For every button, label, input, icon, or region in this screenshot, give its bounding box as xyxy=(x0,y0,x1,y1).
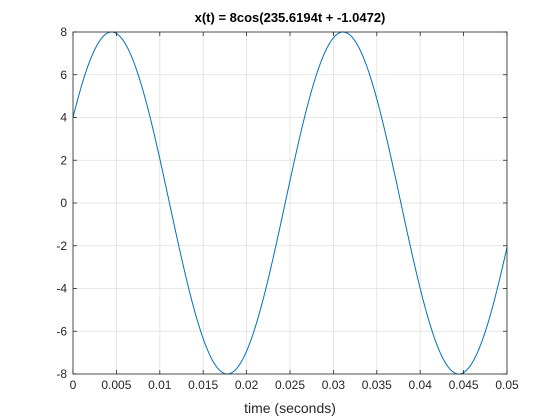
x-tick-label: 0.005 xyxy=(101,378,131,392)
x-tick-label: 0.01 xyxy=(148,378,172,392)
series-line xyxy=(72,31,508,375)
x-tick-label: 0.03 xyxy=(322,378,346,392)
x-tick-label: 0.02 xyxy=(235,378,259,392)
chart-title: x(t) = 8cos(235.6194t + -1.0472) xyxy=(195,10,386,25)
series-group xyxy=(72,31,508,375)
y-tick-label: -2 xyxy=(56,239,67,253)
tick-marks xyxy=(72,31,508,375)
y-tick-label: -4 xyxy=(56,282,67,296)
y-tick-label: -8 xyxy=(56,367,67,381)
y-tick-label: 4 xyxy=(60,111,67,125)
y-tick-label: 6 xyxy=(60,68,67,82)
y-tick-labels: -8 -6 -4 -2 0 2 4 6 8 xyxy=(56,25,67,381)
y-tick-label: 2 xyxy=(60,153,67,167)
x-tick-label: 0 xyxy=(70,378,77,392)
x-tick-label: 0.015 xyxy=(188,378,218,392)
y-tick-label: 8 xyxy=(60,25,67,39)
y-tick-label: -6 xyxy=(56,324,67,338)
x-tick-label: 0.025 xyxy=(275,378,305,392)
x-tick-label: 0.035 xyxy=(362,378,392,392)
x-tick-label: 0.045 xyxy=(449,378,479,392)
y-tick-label: 0 xyxy=(60,196,67,210)
x-tick-label: 0.04 xyxy=(409,378,433,392)
x-axis-label: time (seconds) xyxy=(244,400,336,416)
x-tick-label: 0.05 xyxy=(495,378,519,392)
x-tick-labels: 0 0.005 0.01 0.015 0.02 0.025 0.03 0.035 0.04 0.0… xyxy=(70,378,519,392)
